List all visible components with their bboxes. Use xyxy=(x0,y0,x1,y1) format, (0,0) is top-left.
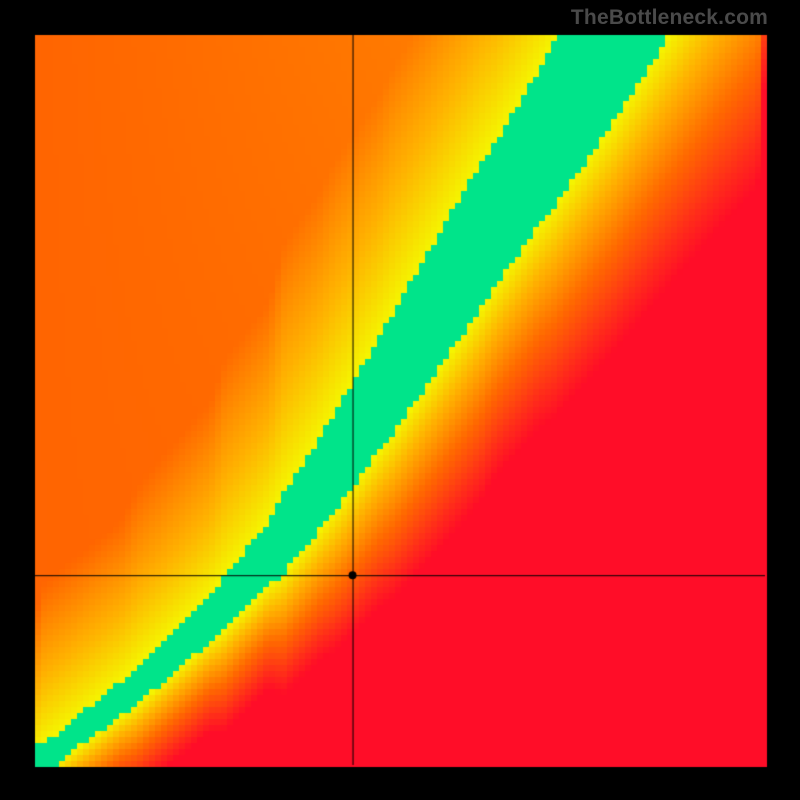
watermark-text: TheBottleneck.com xyxy=(571,6,768,30)
bottleneck-heatmap xyxy=(0,0,800,800)
